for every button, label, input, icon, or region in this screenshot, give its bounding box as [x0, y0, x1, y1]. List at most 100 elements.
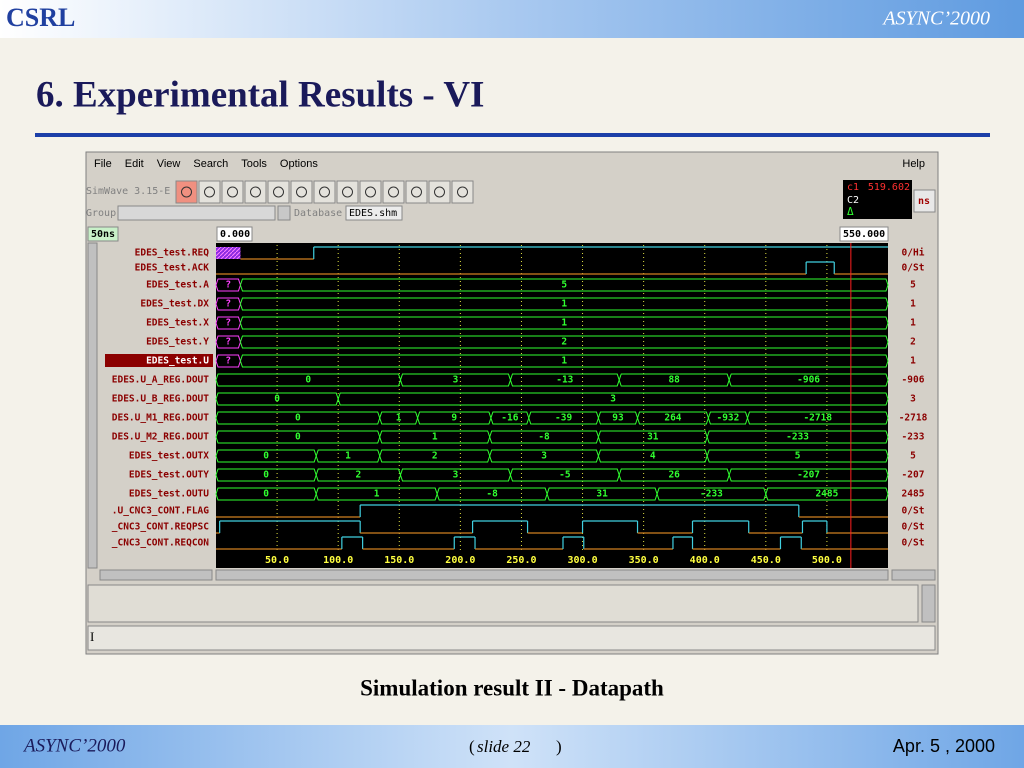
bus-value: ?: [225, 356, 231, 367]
toolbar-button[interactable]: [290, 180, 313, 204]
bus-segment: [215, 297, 241, 311]
v-scrollbar[interactable]: [921, 584, 936, 623]
selected-row: [105, 354, 213, 367]
signal-name[interactable]: EDES_test.X: [146, 318, 209, 329]
bus-value: 2: [432, 451, 438, 462]
left-time: 0.000: [220, 229, 250, 240]
signal-name[interactable]: EDES_test.REQ: [135, 248, 210, 259]
bus-segment: [597, 430, 708, 444]
footer-paren: (: [469, 737, 475, 756]
toolbar-button[interactable]: [175, 180, 198, 204]
menu-item[interactable]: Help: [902, 158, 925, 170]
bus-value: 0: [305, 375, 311, 386]
toolbar-button[interactable]: [244, 180, 267, 204]
names-panel: [98, 243, 214, 568]
toolbar-button[interactable]: [382, 180, 405, 204]
signal-name[interactable]: EDES_test.Y: [146, 337, 209, 348]
toolbar-icon: [296, 186, 307, 198]
bus-segment: [637, 411, 709, 425]
menu-item[interactable]: Tools: [241, 158, 267, 170]
menu-item[interactable]: View: [157, 158, 181, 170]
signal-value: 0/St: [902, 522, 925, 533]
bus-value: 93: [612, 413, 624, 424]
bus-value: 9: [451, 413, 457, 424]
signal-name[interactable]: EDES_test.U: [146, 356, 209, 367]
signal-name[interactable]: EDES_test.OUTY: [129, 470, 209, 481]
x-tick-label: 150.0: [384, 555, 414, 566]
signal-name[interactable]: DES.U_M1_REG.DOUT: [112, 413, 210, 424]
signal-name[interactable]: DES.U_M2_REG.DOUT: [112, 432, 210, 443]
toolbar-button[interactable]: [221, 180, 244, 204]
signal-name[interactable]: EDES_test.OUTU: [129, 489, 209, 500]
database-field[interactable]: [345, 205, 403, 221]
bus-value: 2: [561, 337, 567, 348]
toolbar-button[interactable]: [451, 180, 474, 204]
bus-segment: [765, 487, 889, 501]
bus-segment: [215, 468, 317, 482]
signal-value: 3: [910, 394, 916, 405]
toolbar-button[interactable]: [336, 180, 359, 204]
bus-segment: [656, 487, 767, 501]
toolbar-icon: [457, 186, 468, 198]
bus-value: 31: [647, 432, 659, 443]
conference: ASYNC’2000: [881, 8, 990, 30]
toolbar-button[interactable]: [313, 180, 336, 204]
bus-segment: [215, 487, 317, 501]
menu-item[interactable]: Search: [193, 158, 228, 170]
message-area: [87, 584, 919, 623]
menu-item[interactable]: Options: [280, 158, 318, 170]
bus-value: 0: [263, 451, 269, 462]
signal-value: -906: [902, 375, 925, 386]
bus-segment: [417, 411, 492, 425]
toolbar-button[interactable]: [428, 180, 451, 204]
toolbar-button[interactable]: [267, 180, 290, 204]
signal-name[interactable]: EDES_test.ACK: [135, 263, 210, 274]
h-scrollbar[interactable]: [215, 569, 889, 581]
signal-name[interactable]: EDES.U_A_REG.DOUT: [112, 375, 210, 386]
bus-segment: [618, 468, 730, 482]
signal-value: 1: [910, 318, 916, 329]
bus-value: 1: [561, 299, 567, 310]
bus-value: 1: [432, 432, 438, 443]
bus-segment: [706, 449, 889, 463]
signal-name[interactable]: _CNC3_CONT.REQPSC: [112, 522, 210, 533]
bus-segment: [379, 411, 419, 425]
title-rule: [35, 133, 990, 137]
header-bar: [0, 0, 1024, 38]
toolbar-button[interactable]: [359, 180, 382, 204]
bus-segment: [239, 354, 889, 368]
toolbar-icon: [250, 186, 261, 198]
toolbar-button[interactable]: [405, 180, 428, 204]
signal-name[interactable]: EDES.U_B_REG.DOUT: [112, 394, 210, 405]
h-scrollbar[interactable]: [99, 569, 213, 581]
unit-button[interactable]: [913, 189, 936, 213]
toolbar-button[interactable]: [198, 180, 221, 204]
right-time: 550.000: [843, 229, 885, 240]
h-scrollbar[interactable]: [891, 569, 936, 581]
bus-segment: [379, 449, 491, 463]
bus-value: -233: [786, 432, 809, 443]
names-scrollbar[interactable]: [87, 242, 98, 569]
signal-name[interactable]: .U_CNC3_CONT.FLAG: [112, 506, 210, 517]
signal-name[interactable]: EDES_test.A: [146, 280, 209, 291]
signal-name[interactable]: EDES_test.OUTX: [129, 451, 209, 462]
bus-segment: [379, 430, 491, 444]
bus-value: 0: [295, 432, 301, 443]
bus-segment: [707, 411, 749, 425]
signal-name[interactable]: EDES_test.DX: [140, 299, 209, 310]
toolbar-icon: [342, 186, 353, 198]
group-input[interactable]: [117, 205, 276, 221]
command-line[interactable]: [87, 625, 936, 651]
menu-item[interactable]: File: [94, 158, 112, 170]
bus-segment: [215, 335, 241, 349]
toolbar-icon: [388, 186, 399, 198]
menu-item[interactable]: Edit: [125, 158, 144, 170]
bus-value: 264: [664, 413, 681, 424]
signal-name[interactable]: _CNC3_CONT.REQCON: [112, 538, 210, 549]
cursor-time: 519.602: [868, 182, 910, 193]
bus-value: 0: [263, 489, 269, 500]
dropdown[interactable]: [277, 205, 291, 221]
bus-value: -5: [559, 470, 571, 481]
x-tick-label: 100.0: [323, 555, 353, 566]
